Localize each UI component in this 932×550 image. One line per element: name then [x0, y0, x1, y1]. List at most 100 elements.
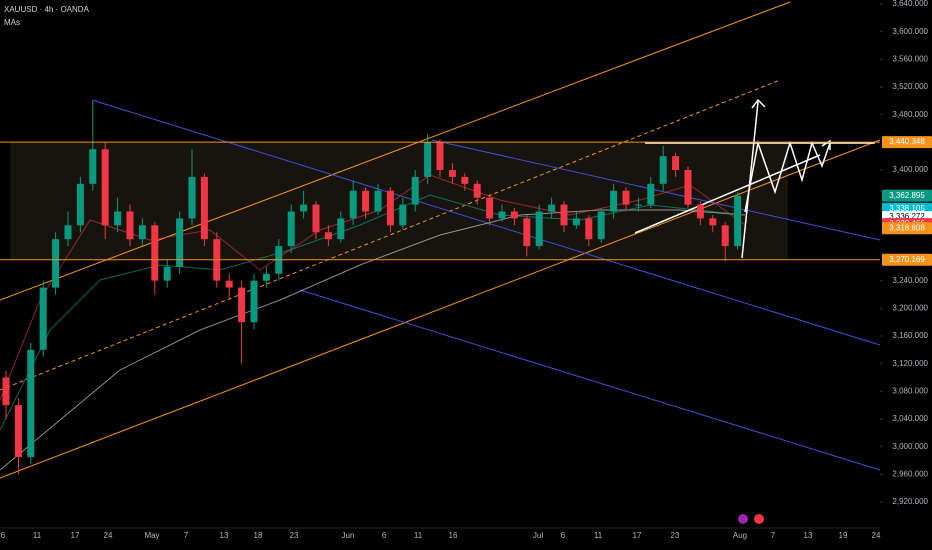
candle-body: [510, 211, 518, 219]
candle-body: [634, 204, 642, 206]
candle-body: [64, 225, 72, 240]
candle-body: [659, 156, 667, 184]
projection: [634, 98, 875, 259]
zigzag: [744, 140, 831, 213]
x-tick-label: 17: [71, 531, 80, 540]
x-tick-label: 19: [839, 531, 848, 540]
x-tick-label: 7: [184, 531, 189, 540]
event-icon[interactable]: [738, 514, 748, 524]
candle-body: [101, 149, 109, 226]
candle-body: [14, 405, 22, 458]
x-tick-label: 23: [290, 531, 299, 540]
candle-body: [448, 170, 456, 177]
candle-body: [27, 349, 35, 458]
y-tick-label: 3,080.000: [892, 386, 928, 395]
price-axis: [880, 0, 932, 550]
x-tick-label: Jul: [533, 531, 543, 540]
channel-lower: [0, 139, 881, 479]
candle-body: [39, 287, 47, 350]
x-tick-label: 24: [104, 531, 113, 540]
price-tag: [882, 136, 932, 149]
candle-body: [709, 218, 717, 226]
arrow-head: [751, 98, 766, 109]
candle-body: [114, 211, 122, 226]
candle-body: [126, 211, 134, 240]
x-tick-label: 7: [771, 531, 776, 540]
candle-body: [523, 218, 531, 247]
price-tag-label: 3,336.272: [889, 212, 925, 221]
x-tick-label: 24: [872, 531, 881, 540]
y-tick-label: 3,640.000: [892, 0, 928, 8]
candle-body: [250, 280, 258, 323]
candle-body: [597, 211, 605, 240]
candle-body: [647, 183, 655, 205]
candle-body: [138, 225, 146, 240]
candle-body: [486, 197, 494, 219]
candle-body: [89, 149, 97, 184]
candle-body: [399, 204, 407, 226]
candle-body: [424, 142, 432, 177]
candle-body: [498, 211, 506, 219]
price-tag-label: 3,362.895: [889, 191, 925, 200]
x-tick-label: 23: [671, 531, 680, 540]
support-line: [634, 154, 821, 234]
candle-body: [52, 239, 60, 288]
x-tick-label: 16: [449, 531, 458, 540]
y-tick-label: 3,520.000: [892, 82, 928, 91]
candle-body: [238, 287, 246, 323]
candle-body: [76, 183, 84, 226]
candle-body: [200, 176, 208, 240]
x-tick-label: 11: [594, 531, 603, 540]
price-tag-label: 3,318.608: [889, 223, 925, 232]
event-icon[interactable]: [754, 514, 764, 524]
y-tick-label: 3,400.000: [892, 165, 928, 174]
candle-body: [312, 204, 320, 233]
blue-channel-upper: [431, 139, 881, 241]
candle-body: [176, 218, 184, 267]
x-tick-label: 13: [220, 531, 229, 540]
candle-body: [374, 190, 382, 212]
channel-upper: [0, 1, 791, 301]
candle-body: [2, 377, 10, 406]
y-tick-label: 3,480.000: [892, 110, 928, 119]
candle-body: [696, 204, 704, 219]
x-tick-label: 18: [254, 531, 263, 540]
candle-body: [436, 142, 444, 170]
x-tick-label: Aug: [733, 531, 747, 540]
y-tick-label: 3,600.000: [892, 27, 928, 36]
breakout-arrow: [741, 101, 759, 259]
x-tick-label: 6: [561, 531, 566, 540]
candle-body: [349, 190, 357, 219]
candle-body: [337, 218, 345, 240]
price-tag-label: 3,338.105: [889, 204, 925, 213]
x-tick-label: 13: [804, 531, 813, 540]
candle-body: [684, 170, 692, 205]
y-tick-label: 3,000.000: [892, 442, 928, 451]
candle-body: [721, 225, 729, 247]
blue-channel-lower: [299, 289, 881, 471]
zigzag-head: [821, 139, 831, 150]
price-tag-label: 3,440.348: [889, 137, 925, 146]
x-tick-label: 6: [1, 531, 6, 540]
x-tick-label: Jun: [342, 531, 355, 540]
candle-body: [734, 195, 742, 247]
candle-body: [362, 190, 370, 212]
price-tag: [882, 189, 932, 202]
candle-body: [386, 190, 394, 226]
x-tick-label: 11: [414, 531, 423, 540]
candle-body: [225, 280, 233, 288]
x-tick-label: 17: [633, 531, 642, 540]
candle-body: [262, 273, 270, 281]
x-tick-label: 11: [33, 531, 42, 540]
candle-body: [622, 190, 630, 205]
y-tick-label: 3,200.000: [892, 303, 928, 312]
blue-channel-mid: [91, 99, 881, 346]
indicator: MAs: [4, 18, 20, 27]
candle-body: [188, 176, 196, 219]
candle-body: [560, 204, 568, 226]
candle-body: [287, 211, 295, 247]
y-tick-label: 3,160.000: [892, 331, 928, 340]
candle-body: [324, 232, 332, 240]
y-tick-label: 2,920.000: [892, 497, 928, 506]
y-tick-label: 3,560.000: [892, 54, 928, 63]
